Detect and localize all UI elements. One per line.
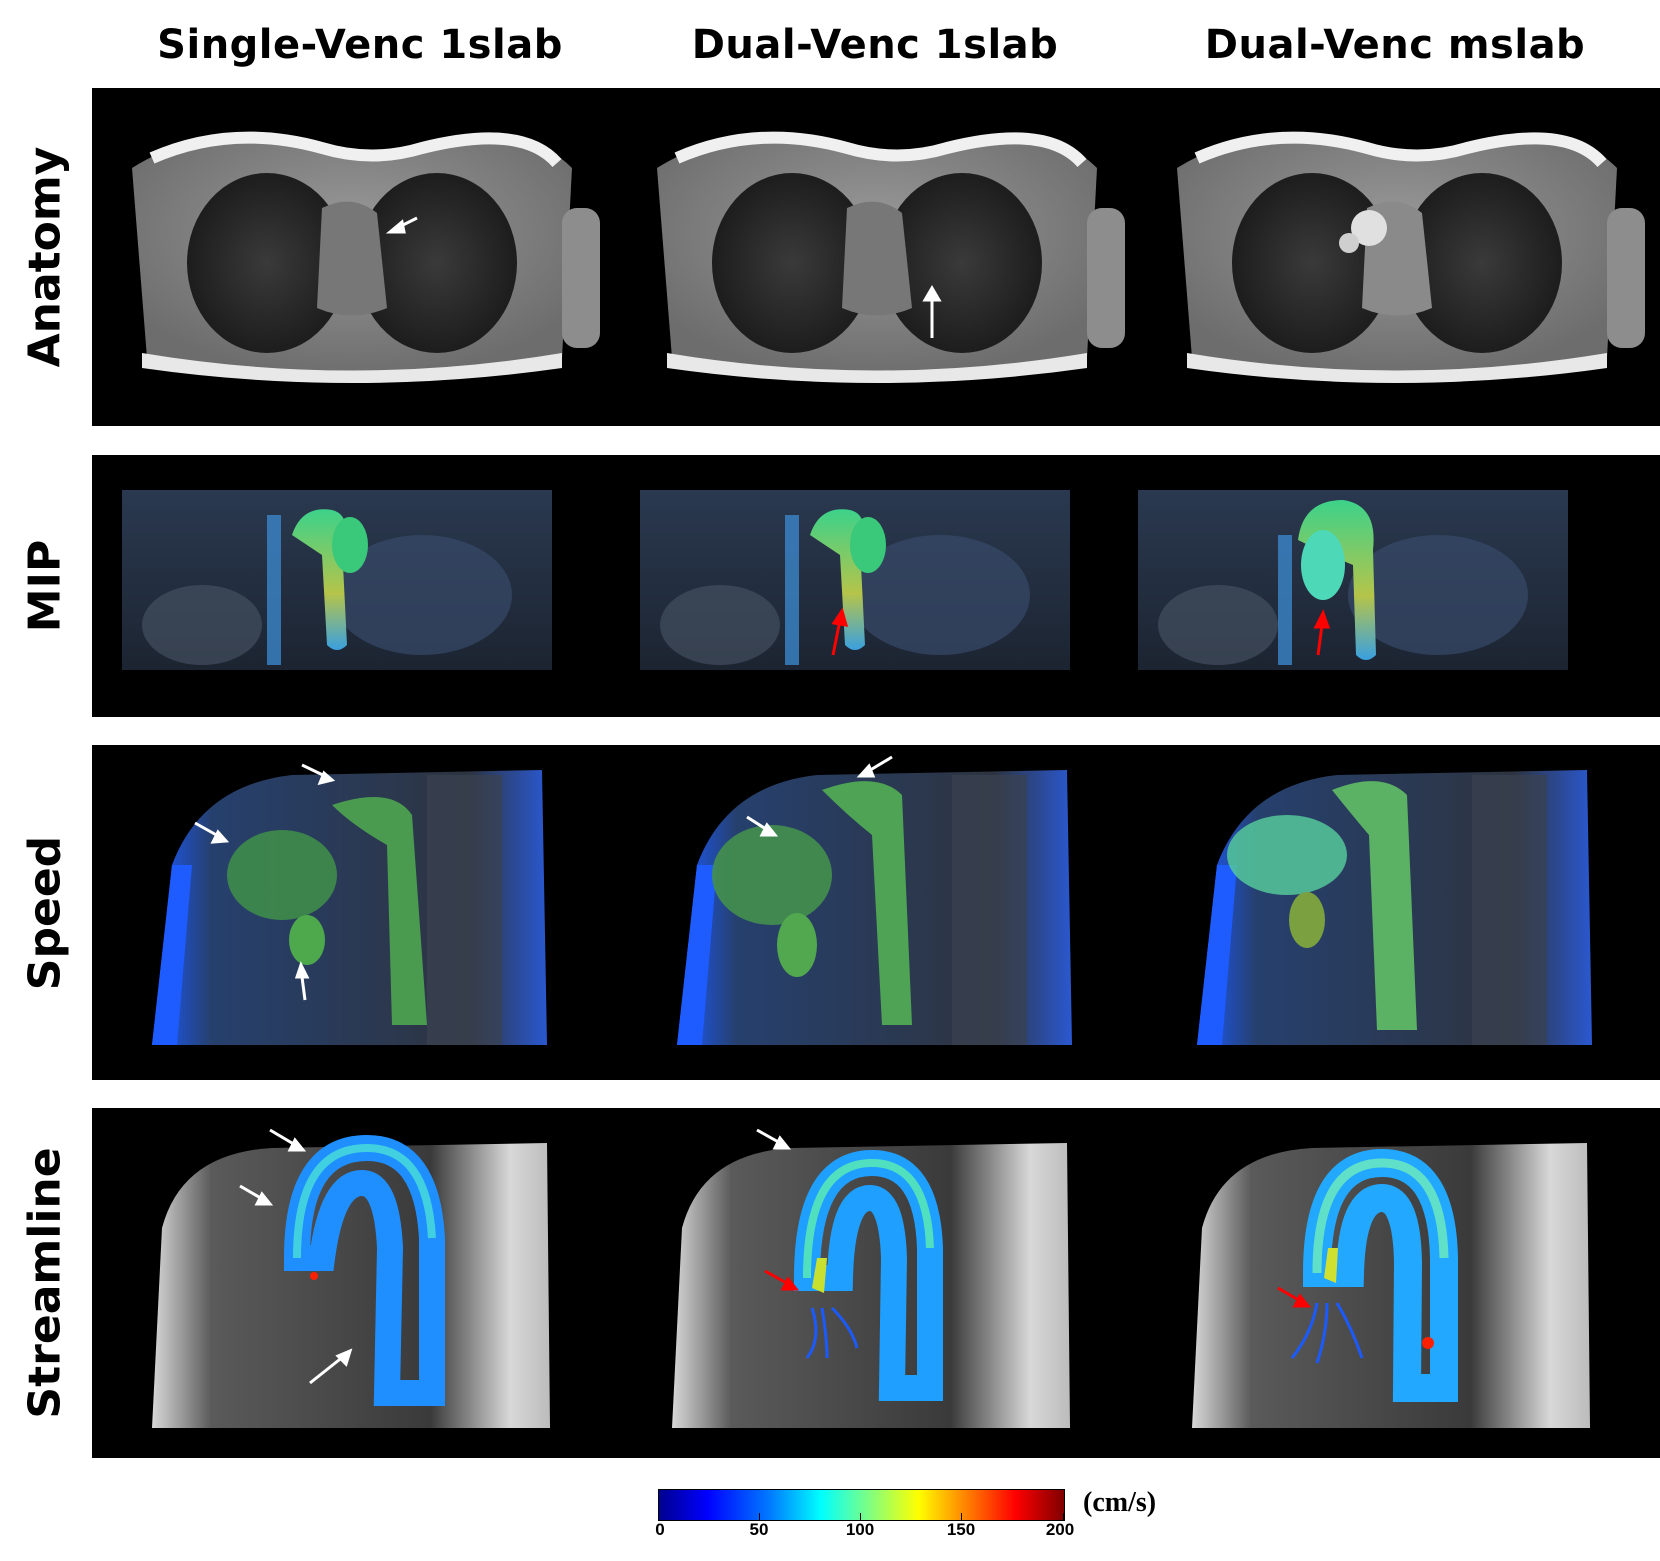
row-label-anatomy: Anatomy	[19, 146, 71, 368]
colorbar-tick-50: 50	[749, 1520, 769, 1539]
row-label-mip: MIP	[19, 539, 71, 633]
colorbar-gradient	[658, 1489, 1065, 1521]
streamline-image-2	[672, 1128, 1070, 1428]
red-arrow	[831, 607, 849, 656]
white-arrow	[922, 285, 942, 338]
anatomy-images	[132, 131, 1645, 383]
speed-image-3	[1197, 770, 1592, 1045]
colorbar-unit: (cm/s)	[1083, 1487, 1157, 1518]
colorbar-tick-200: 200	[1045, 1520, 1075, 1539]
anatomy-image-3	[1177, 131, 1645, 383]
mip-panel	[92, 455, 1660, 717]
white-arrow	[194, 763, 336, 1001]
speed-panel	[92, 745, 1660, 1080]
white-arrow	[239, 1128, 353, 1385]
streamline-image-1	[152, 1128, 550, 1428]
mip-images	[122, 490, 1568, 670]
red-arrow	[1277, 1286, 1312, 1308]
red-arrow	[764, 1269, 800, 1291]
streamline-panel	[92, 1108, 1660, 1458]
speed-images	[152, 755, 1592, 1045]
row-label-speed: Speed	[19, 835, 71, 990]
connector-lines	[428, 1055, 802, 1079]
column-title-single-venc-1slab: Single-Venc 1slab	[157, 22, 563, 68]
white-arrow	[385, 216, 418, 234]
anatomy-panel	[92, 88, 1660, 426]
anatomy-image-1	[132, 131, 600, 383]
speed-image-1	[152, 763, 547, 1045]
anatomy-image-2	[657, 131, 1125, 383]
colorbar-tick-0: 0	[655, 1520, 665, 1539]
streamline-images	[152, 1128, 1590, 1428]
red-arrow	[1313, 609, 1331, 656]
mip-image-1	[122, 490, 552, 670]
column-title-dual-venc-1slab: Dual-Venc 1slab	[691, 22, 1059, 68]
row-label-streamline: Streamline	[19, 1147, 71, 1419]
speed-image-2	[677, 755, 1072, 1045]
colorbar-tick-100: 100	[845, 1520, 875, 1539]
white-arrow	[746, 755, 893, 837]
white-arrow	[756, 1128, 792, 1150]
colorbar-tick-150: 150	[946, 1520, 976, 1539]
column-title-dual-venc-mslab: Dual-Venc mslab	[1204, 22, 1586, 68]
streamline-image-3	[1192, 1143, 1590, 1428]
mip-image-2	[640, 490, 1070, 670]
mip-image-3	[1138, 490, 1568, 670]
